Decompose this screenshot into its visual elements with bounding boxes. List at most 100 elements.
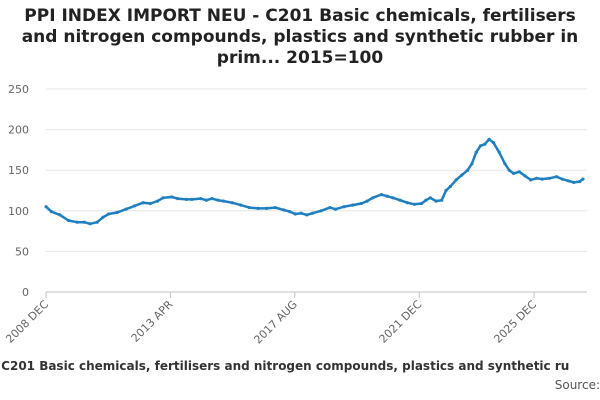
x-axis: 2008 DEC 2013 APR 2017 AUG 2021 DEC 2025 DEC: [3, 292, 539, 346]
x-tick-label-1: 2013 APR: [129, 298, 176, 345]
data-point-83: [581, 177, 585, 181]
y-tick-label-50: 50: [15, 245, 29, 258]
data-point-61: [466, 168, 470, 172]
data-point-51: [412, 202, 417, 206]
source-label: Source:: [554, 378, 600, 392]
data-point-11: [124, 207, 128, 211]
data-point-53: [424, 198, 428, 202]
data-point-15: [155, 199, 160, 203]
data-point-37: [310, 211, 315, 215]
data-point-44: [365, 199, 369, 203]
data-point-54: [428, 196, 432, 200]
data-point-46: [379, 193, 383, 197]
data-point-73: [523, 174, 527, 178]
data-point-28: [247, 206, 251, 210]
data-point-18: [176, 197, 180, 201]
data-point-52: [420, 201, 424, 206]
data-point-30: [265, 206, 269, 210]
data-point-71: [511, 171, 516, 175]
data-point-2: [58, 213, 62, 217]
data-point-21: [199, 197, 203, 201]
data-point-16: [161, 196, 165, 200]
data-point-1: [49, 210, 53, 214]
y-tick-label-250: 250: [8, 83, 29, 96]
data-point-82: [578, 180, 582, 184]
data-point-22: [204, 198, 208, 202]
x-tick-label-0: 2008 DEC: [3, 298, 51, 346]
data-point-60: [460, 173, 464, 177]
data-point-8: [101, 215, 105, 219]
data-point-66: [487, 137, 491, 141]
data-point-17: [170, 195, 174, 199]
data-point-63: [474, 150, 478, 154]
legend[interactable]: - C201 Basic chemicals, fertilisers and …: [0, 359, 600, 379]
data-point-38: [319, 209, 323, 213]
data-point-49: [398, 198, 402, 202]
data-point-29: [256, 206, 260, 210]
y-tick-label-0: 0: [22, 286, 29, 299]
chart-title-line-2: and nitrogen compounds, plastics and syn…: [21, 27, 579, 47]
data-point-74: [529, 178, 533, 182]
data-point-40: [333, 207, 338, 211]
data-point-59: [454, 178, 458, 182]
data-point-27: [239, 203, 243, 207]
data-point-55: [434, 199, 438, 203]
data-point-64: [478, 144, 483, 148]
y-tick-label-100: 100: [8, 205, 29, 218]
data-point-33: [288, 210, 292, 214]
data-point-20: [190, 197, 194, 201]
data-point-72: [517, 170, 521, 174]
x-tick-label-2: 2017 AUG: [251, 298, 300, 347]
data-point-67: [491, 141, 495, 145]
plot-area: [44, 137, 585, 226]
data-point-24: [216, 198, 220, 202]
data-point-76: [540, 177, 544, 181]
data-point-31: [273, 206, 277, 210]
data-point-47: [385, 194, 389, 198]
data-point-3: [66, 218, 71, 223]
data-point-43: [359, 201, 363, 206]
data-point-14: [148, 201, 152, 206]
data-point-65: [483, 142, 487, 146]
data-point-9: [107, 212, 111, 216]
data-point-35: [299, 211, 303, 215]
data-point-13: [141, 201, 145, 205]
data-point-25: [221, 199, 226, 203]
data-point-78: [555, 175, 559, 179]
data-point-77: [547, 176, 552, 180]
data-point-26: [230, 201, 234, 205]
data-point-7: [95, 220, 99, 224]
data-point-42: [351, 203, 355, 207]
chart-title: PPI INDEX IMPORT NEU - C201 Basic chemic…: [0, 6, 600, 69]
data-point-58: [448, 184, 452, 188]
x-tick-label-3: 2021 DEC: [377, 298, 425, 346]
data-point-56: [440, 198, 444, 202]
data-point-70: [507, 168, 511, 172]
data-point-45: [371, 196, 375, 200]
x-tick-label-4: 2025 DEC: [491, 298, 539, 346]
y-axis: 0 50 100 150 200 250: [8, 83, 29, 299]
chart-title-line-1: PPI INDEX IMPORT NEU - C201 Basic chemic…: [24, 6, 576, 26]
data-point-57: [444, 188, 448, 193]
data-point-69: [503, 162, 507, 166]
data-point-23: [210, 197, 214, 201]
data-point-75: [534, 176, 539, 180]
chart-title-line-3: prim... 2015=100: [216, 48, 384, 68]
data-point-5: [82, 220, 86, 224]
data-point-4: [75, 220, 79, 224]
data-point-10: [115, 210, 119, 214]
data-point-50: [405, 201, 409, 205]
data-point-81: [572, 180, 576, 184]
data-point-79: [560, 177, 564, 181]
data-point-0: [44, 205, 48, 209]
data-point-19: [184, 197, 188, 201]
legend-entry[interactable]: - C201 Basic chemicals, fertilisers and …: [0, 359, 570, 373]
data-point-12: [132, 204, 137, 208]
data-point-39: [328, 206, 332, 210]
data-point-68: [497, 150, 501, 154]
data-point-62: [470, 162, 474, 166]
data-point-36: [305, 213, 309, 217]
data-point-48: [391, 196, 395, 200]
data-point-80: [566, 179, 570, 183]
